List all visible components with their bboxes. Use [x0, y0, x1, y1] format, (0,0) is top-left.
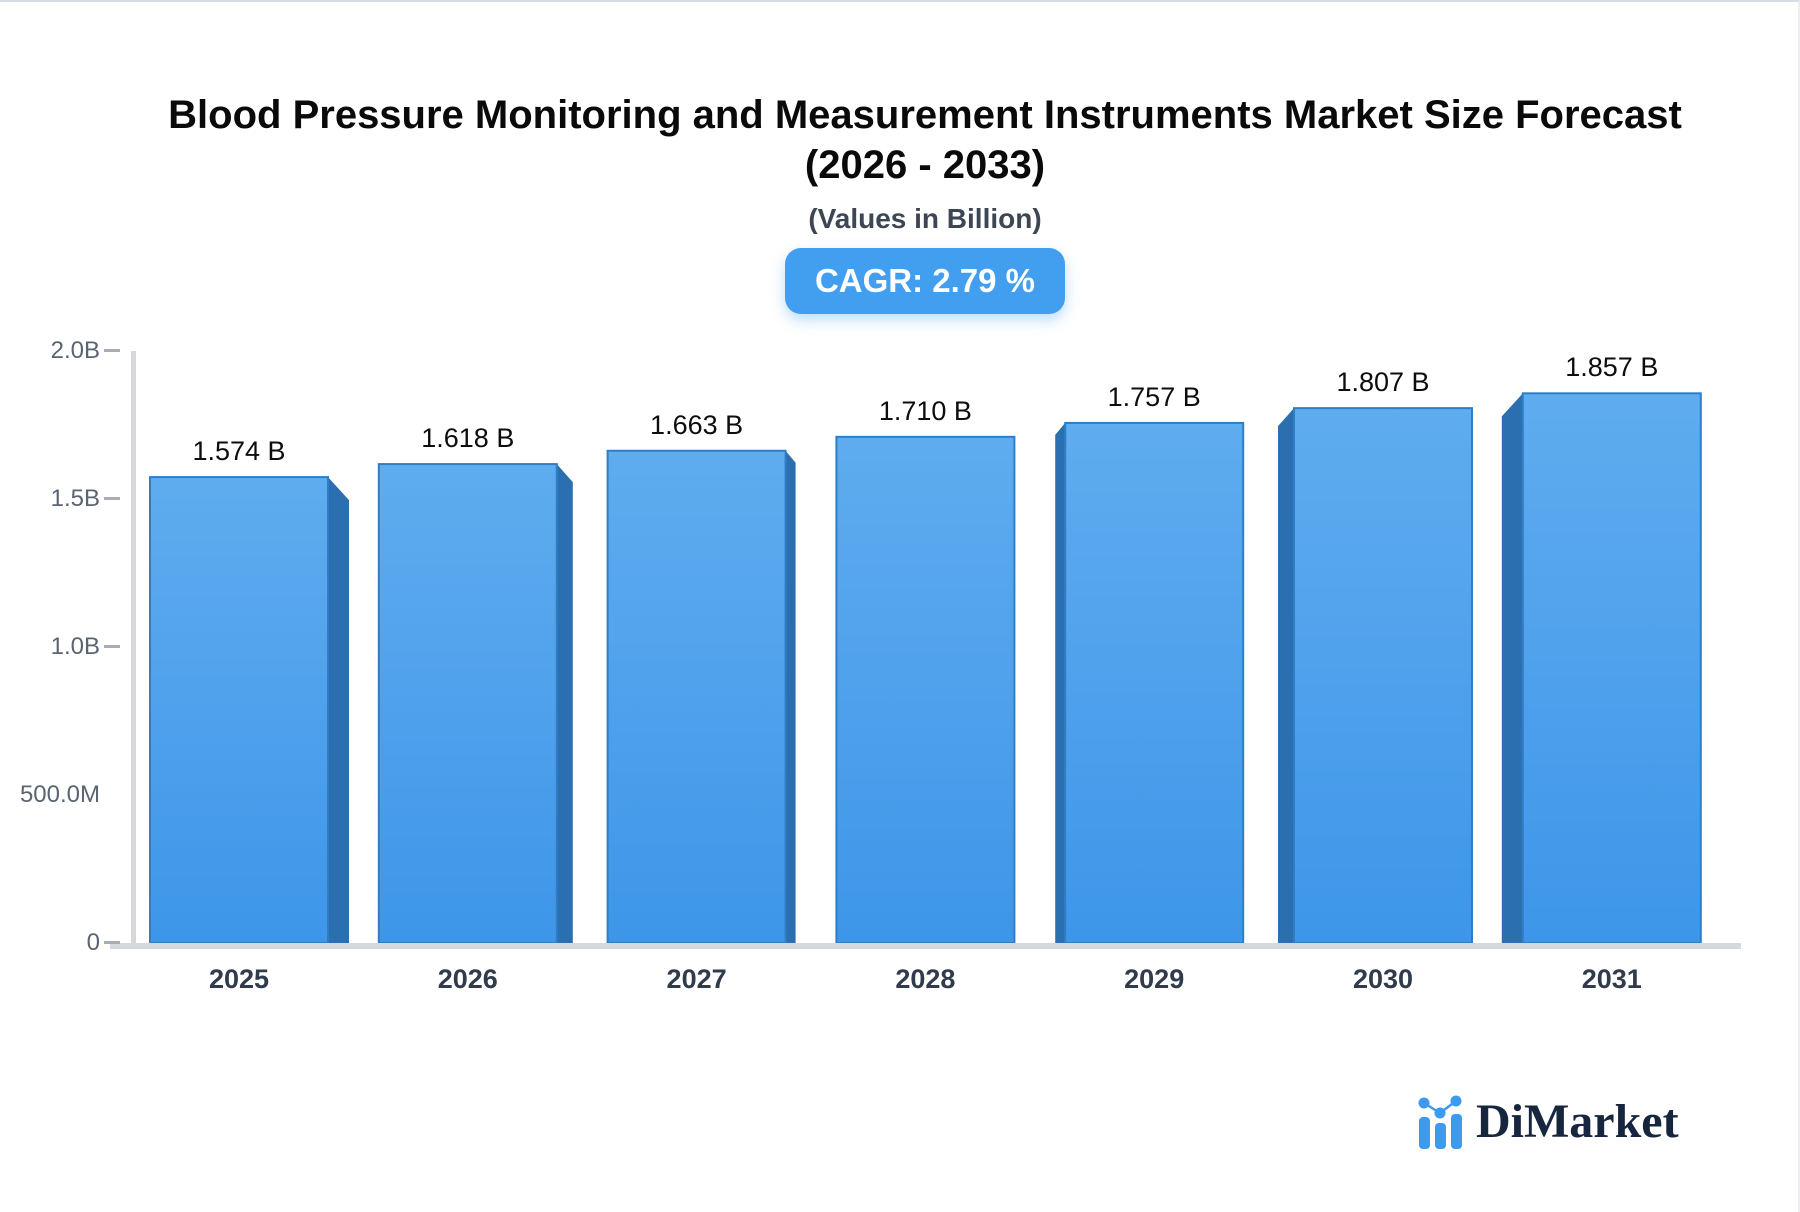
chart-subtitle: (Values in Billion) — [808, 203, 1042, 234]
bar-side — [1278, 408, 1294, 943]
bar-group-2028 — [835, 435, 1016, 944]
bar-group-2029 — [1055, 421, 1245, 945]
y-axis-tick-4 — [104, 941, 120, 944]
bar-group-2027 — [606, 449, 796, 944]
x-axis-label-2025: 2025 — [208, 964, 270, 994]
bar-side — [785, 450, 796, 943]
x-axis-label-2030: 2030 — [1352, 964, 1414, 994]
bar-face — [1521, 392, 1702, 944]
chart-header: Blood Pressure Monitoring and Measuremen… — [50, 90, 1798, 314]
y-axis-label-3: 500.0M — [19, 781, 100, 808]
x-axis-label-2028: 2028 — [895, 964, 956, 994]
bar-line-chart-icon — [1418, 1095, 1462, 1149]
y-axis-tick-1 — [104, 497, 120, 500]
bar-side — [328, 477, 349, 943]
brand-logo: DiMarket — [1418, 1094, 1679, 1150]
chart-title-line1: Blood Pressure Monitoring and Measuremen… — [168, 93, 1682, 137]
bar-face — [1293, 407, 1473, 944]
x-axis-label-2027: 2027 — [666, 964, 727, 994]
bar-value-label: 1.618 B — [421, 423, 515, 454]
bar-side — [556, 464, 573, 943]
bar-face — [835, 435, 1016, 944]
bar-value-label: 1.857 B — [1565, 352, 1659, 383]
bar-side — [1055, 422, 1066, 944]
cagr-badge: CAGR: 2.79 % — [784, 248, 1066, 314]
chart-title-line2: (2026 - 2033) — [804, 143, 1046, 187]
bar-face — [377, 463, 558, 944]
bar-face — [1064, 421, 1245, 945]
bar-group-2031 — [1501, 392, 1702, 944]
bar-value-label: 1.574 B — [192, 436, 286, 467]
x-axis-label-2029: 2029 — [1124, 964, 1185, 994]
bar-group-2030 — [1278, 407, 1473, 944]
bar-face — [149, 476, 329, 944]
bar-group-2026 — [377, 463, 573, 944]
bar-value-label: 1.710 B — [878, 395, 972, 426]
bar-value-label: 1.807 B — [1336, 367, 1430, 398]
x-axis-label-2031: 2031 — [1581, 964, 1642, 994]
bar-value-label: 1.663 B — [650, 409, 744, 440]
y-axis-line — [131, 351, 136, 948]
bar-side — [1501, 393, 1523, 943]
bar-group-2025 — [149, 476, 349, 944]
y-axis-tick-2 — [104, 645, 120, 648]
y-axis-label-0: 2.0B — [50, 337, 100, 364]
x-axis-line — [110, 943, 1741, 949]
y-axis-label-4: 0 — [86, 929, 100, 956]
y-axis-tick-0 — [104, 349, 120, 352]
x-axis-label-2026: 2026 — [437, 964, 498, 994]
bar-face — [606, 449, 787, 944]
y-axis-label-2: 1.0B — [50, 633, 100, 660]
bar-value-label: 1.757 B — [1107, 381, 1201, 412]
brand-text: DiMarket — [1476, 1095, 1679, 1148]
y-axis-label-1: 1.5B — [50, 485, 100, 512]
